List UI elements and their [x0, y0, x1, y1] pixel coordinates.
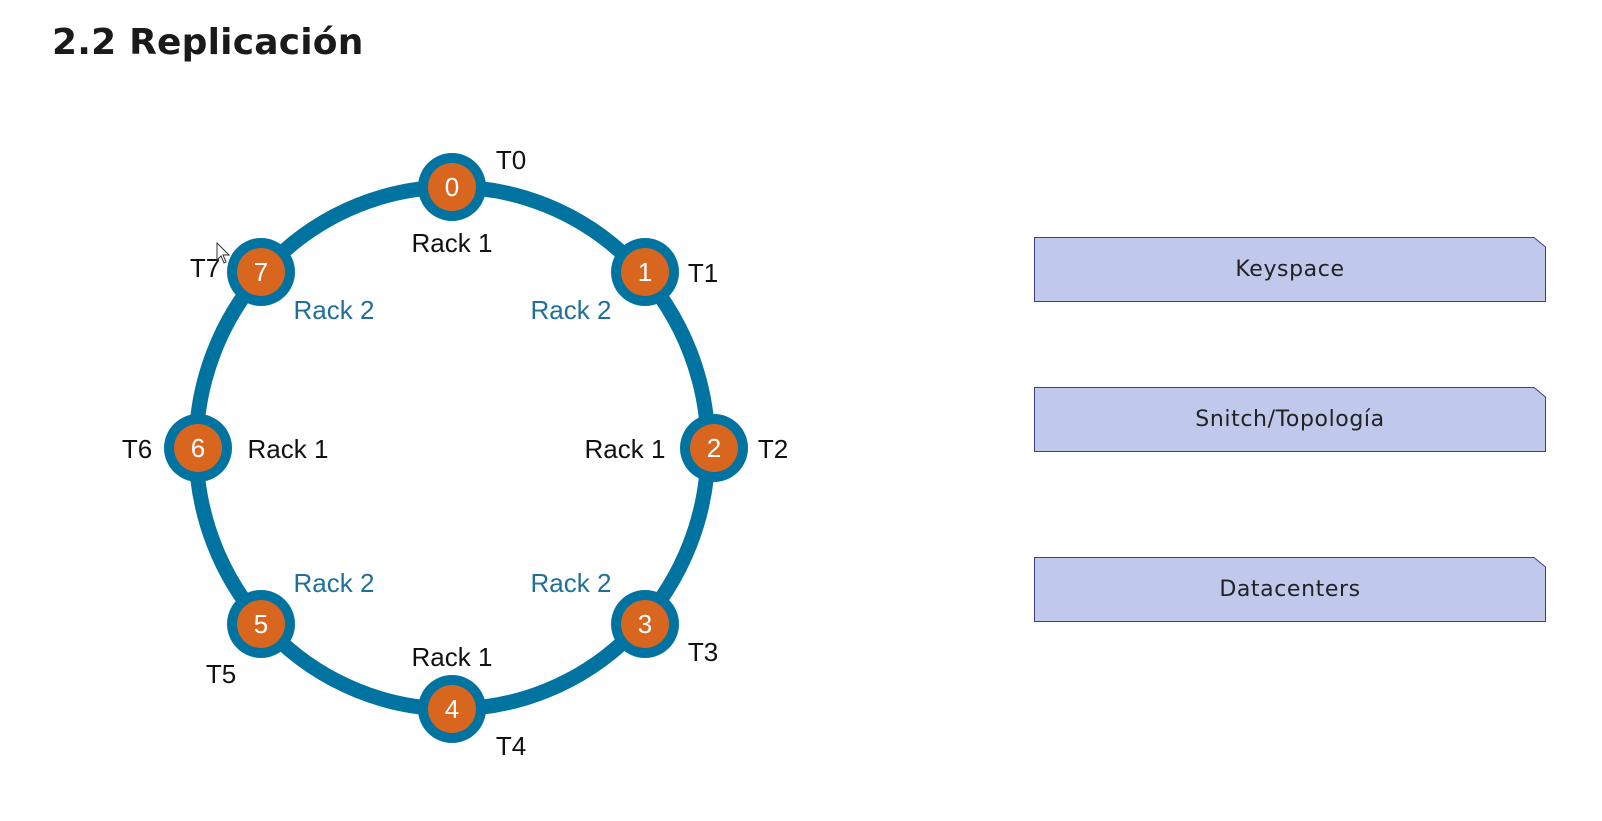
box-shape: [1034, 237, 1546, 302]
rack-label-node-2: Rack 1: [585, 434, 666, 464]
node-number-6: 6: [191, 433, 205, 463]
node-number-0: 0: [445, 172, 459, 202]
rack-label-node-3: Rack 2: [531, 568, 612, 598]
node-7: [237, 248, 285, 296]
node-3: [621, 600, 669, 648]
node-2: [690, 424, 738, 472]
node-number-5: 5: [254, 609, 268, 639]
rack-label-node-1: Rack 2: [531, 295, 612, 325]
node-4: [428, 685, 476, 733]
datacenters-box: Datacenters: [1034, 557, 1546, 622]
token-label-t6: T6: [122, 434, 152, 464]
token-label-t4: T4: [496, 731, 526, 761]
datacenters-label: Datacenters: [1219, 577, 1361, 602]
slide-title: 2.2 Replicación: [52, 22, 364, 63]
token-label-t2: T2: [758, 434, 788, 464]
snitch-topology-box: Snitch/Topología: [1034, 387, 1546, 452]
keyspace-label: Keyspace: [1235, 257, 1345, 282]
rack-label-node-6: Rack 1: [248, 434, 329, 464]
token-label-t3: T3: [688, 637, 718, 667]
snitch-topology-label: Snitch/Topología: [1195, 407, 1385, 432]
node-0: [428, 163, 476, 211]
node-6: [174, 424, 222, 472]
token-label-t1: T1: [688, 258, 718, 288]
rack-label-node-0: Rack 1: [412, 228, 493, 258]
box-shape: [1034, 557, 1546, 622]
rack-label-node-4: Rack 1: [412, 642, 493, 672]
node-5: [237, 600, 285, 648]
mouse-cursor-icon: [216, 242, 231, 264]
node-number-7: 7: [254, 257, 268, 287]
rack-label-node-5: Rack 2: [294, 568, 375, 598]
token-ring-diagram: 0 1 2 3 4 5 6 7 T0 Rack 1 T1 Rack 2 T2 Rack 1 T3 Rack …: [122, 145, 788, 761]
token-label-t0: T0: [496, 145, 526, 175]
rack-label-node-7: Rack 2: [294, 295, 375, 325]
node-number-4: 4: [445, 694, 459, 724]
token-label-t7: T7: [190, 253, 220, 283]
box-shape: [1034, 387, 1546, 452]
keyspace-box: Keyspace: [1034, 237, 1546, 302]
node-number-3: 3: [638, 609, 652, 639]
node-number-1: 1: [638, 257, 652, 287]
node-1: [621, 248, 669, 296]
token-label-t5: T5: [206, 659, 236, 689]
node-number-2: 2: [707, 433, 721, 463]
